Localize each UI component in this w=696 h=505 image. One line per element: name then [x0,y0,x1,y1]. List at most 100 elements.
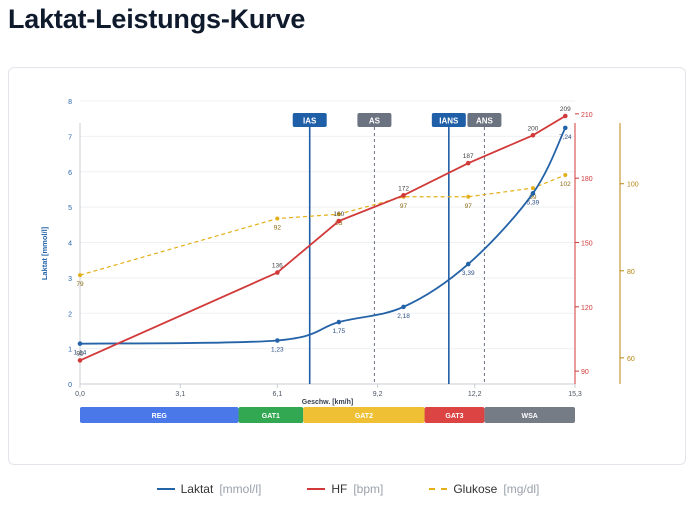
data-label-hr: 160 [333,211,344,218]
y-tick-label-glucose: 80 [627,269,635,276]
threshold-badge-ans [467,113,502,127]
y-tick-label-left: 4 [68,241,72,248]
zone-label-wsa: WSA [522,413,538,420]
data-label-glucose: 102 [560,181,571,188]
chart-legend: Laktat [mmol/l] HF [bpm] Glukose [mg/dl] [0,482,696,496]
threshold-badge-ians [431,113,466,127]
legend-swatch-lactate [156,488,175,490]
data-label-glucose: 97 [465,203,473,210]
data-point-lactate [562,125,568,131]
data-point-lactate [465,261,471,267]
x-tick-label: 9,2 [373,391,383,398]
zone-gat2 [303,407,425,423]
data-point-hr [77,358,83,363]
data-point-lactate [275,338,280,343]
y-tick-label-glucose: 100 [627,182,639,189]
zone-gat3 [424,407,485,423]
y-tick-label-left: 7 [68,134,72,141]
data-point-glucose [275,216,280,221]
data-point-hr [465,160,471,166]
data-point-lactate [530,191,536,196]
data-point-hr [275,270,280,275]
data-point-glucose [563,173,568,178]
x-tick-label: 15,3 [568,391,582,398]
zone-label-gat1: GAT1 [262,413,280,420]
data-label-hr: 172 [398,185,409,192]
y-tick-label-hr: 150 [581,241,593,248]
data-label-glucose: 99 [529,194,537,201]
legend-swatch-glucose [429,488,448,490]
y-tick-label-left: 0 [68,382,72,389]
threshold-label-ians: IANS [439,117,459,126]
legend-item-hr[interactable]: HF [bpm] [307,482,383,496]
data-label-lactate: 7,24 [559,134,572,141]
y-tick-label-glucose: 60 [627,356,635,363]
x-tick-label: 12,2 [468,391,482,398]
x-axis-title: Geschw. [km/h] [302,399,353,406]
zone-wsa [484,407,575,423]
data-label-glucose: 79 [76,281,84,288]
data-label-lactate: 1,14 [74,350,87,357]
y-tick-label-left: 3 [68,276,72,283]
x-tick-label: 6,1 [272,391,282,398]
data-label-hr: 209 [560,106,571,113]
data-point-glucose [336,212,341,217]
data-label-lactate: 1,75 [332,328,345,335]
zone-label-reg: REG [152,413,168,420]
series-line-hr [79,115,566,362]
data-point-hr [401,193,406,198]
data-point-lactate [336,319,342,325]
legend-unit-glucose: [mg/dl] [503,482,540,496]
data-label-glucose: 92 [274,225,282,232]
page-title: Laktat-Leistungs-Kurve [8,4,306,34]
legend-label-glucose: Glukose [453,482,498,496]
chart-card [8,67,686,465]
data-label-lactate: 2,18 [397,313,410,320]
data-label-hr: 200 [528,125,539,132]
data-label-glucose: 97 [400,203,408,210]
legend-unit-lactate: [mmol/l] [219,482,262,496]
zone-gat1 [238,407,304,423]
y-tick-label-hr: 210 [581,112,593,119]
series-line-lactate [79,127,567,345]
legend-unit-hr: [bpm] [353,482,384,496]
zone-label-gat3: GAT3 [445,413,463,420]
data-point-glucose [530,186,535,191]
zone-reg [80,407,239,423]
zone-label-gat2: GAT2 [355,413,373,420]
y-axis-title-left: Laktat [mmol/l] [40,226,49,280]
data-label-hr: 136 [272,263,283,270]
y-tick-label-hr: 90 [581,369,589,376]
data-point-glucose [466,194,471,199]
data-point-hr [530,133,536,138]
data-label-lactate: 3,39 [462,270,475,277]
legend-label-hr: HF [331,482,348,496]
y-tick-label-left: 8 [68,99,72,106]
x-tick-label: 0,0 [75,391,85,398]
data-point-lactate [401,304,406,310]
legend-label-lactate: Laktat [180,482,214,496]
data-point-hr [562,113,568,119]
data-label-glucose: 93 [335,220,343,227]
x-tick-label: 3,1 [175,391,185,398]
data-point-hr [336,218,342,224]
legend-item-lactate[interactable]: Laktat [mmol/l] [156,482,262,496]
y-tick-label-hr: 180 [581,176,593,183]
data-label-hr: 187 [463,153,474,160]
data-label-lactate: 1,23 [271,346,284,353]
y-tick-label-left: 1 [68,347,72,354]
legend-swatch-hr [307,488,326,490]
threshold-label-as: AS [369,117,381,126]
threshold-label-ans: ANS [476,117,494,126]
y-tick-label-left: 2 [68,311,72,318]
threshold-badge-ias [292,113,327,127]
data-point-glucose [78,273,82,278]
y-tick-label-hr: 120 [581,305,593,312]
data-label-hr: 95 [76,350,84,357]
y-tick-label-left: 5 [68,205,72,212]
data-label-lactate: 5,39 [527,199,540,206]
threshold-badge-as [357,113,392,127]
y-tick-label-left: 6 [68,170,72,177]
legend-item-glucose[interactable]: Glukose [mg/dl] [429,482,539,496]
